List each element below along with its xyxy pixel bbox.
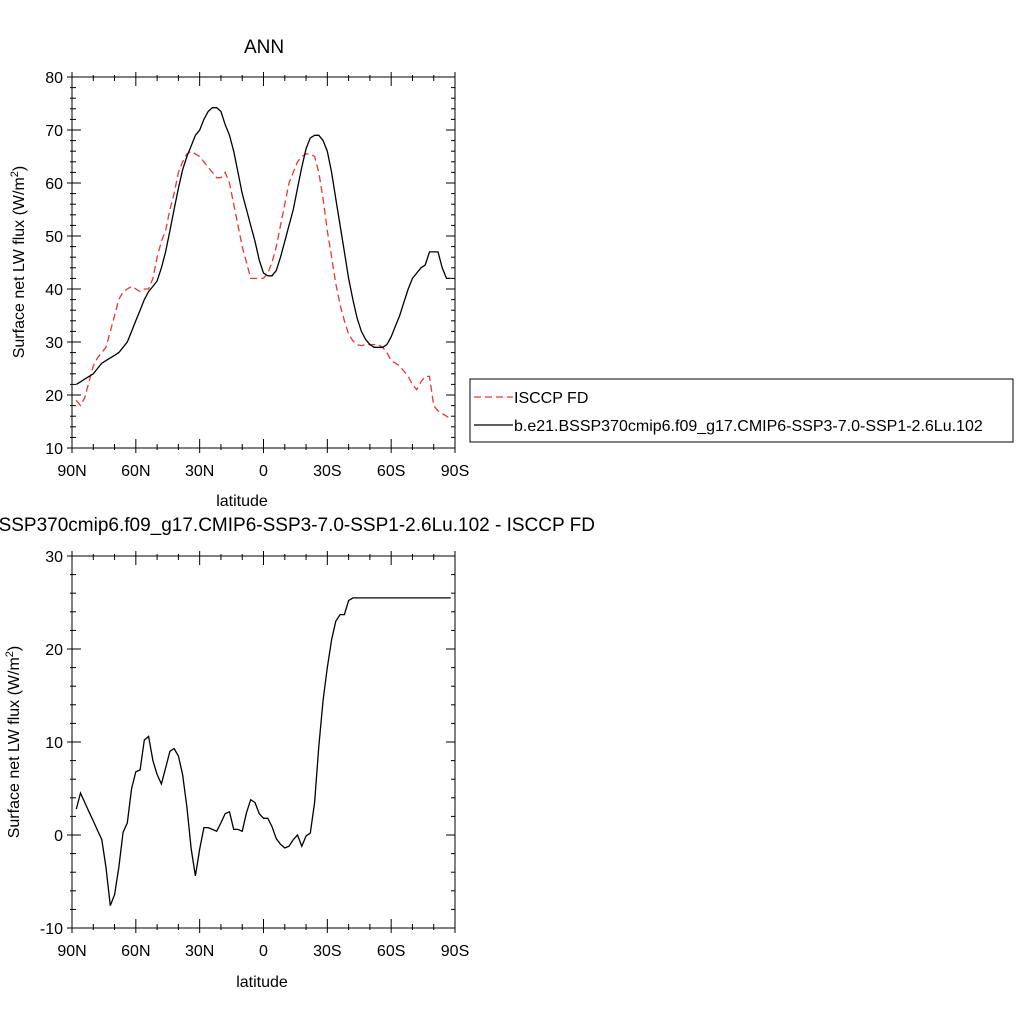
panel1-ylabel: Surface net LW flux (W/m2) — [9, 166, 28, 359]
y-tick-label: 40 — [45, 282, 63, 299]
y-tick-label: 30 — [45, 549, 63, 566]
x-tick-label: 90S — [441, 463, 469, 480]
panel2-ylabel: Surface net LW flux (W/m2) — [4, 646, 23, 839]
x-tick-label: 30N — [185, 463, 214, 480]
panel-annual-mean: ANN 10 20 30 40 50 60 70 80 90N 60N 30N 0 30S 60S 90S… — [9, 37, 469, 510]
x-tick-label: 90N — [57, 463, 86, 480]
y-tick-label: 0 — [54, 828, 63, 845]
panel2-y-ticks: -10 0 10 20 30 — [40, 549, 455, 938]
panel2-title: b.e21.BSSP370cmip6.f09_g17.CMIP6-SSP3-7.… — [0, 515, 595, 536]
x-tick-label: 0 — [259, 463, 268, 480]
series-line-model — [75, 107, 451, 385]
panel1-xlabel: latitude — [216, 493, 268, 510]
y-tick-label: 80 — [45, 70, 63, 87]
x-tick-label: 90S — [441, 943, 469, 960]
x-tick-label: 60S — [377, 943, 405, 960]
y-tick-label: 20 — [45, 642, 63, 659]
panel1-title: ANN — [244, 37, 284, 58]
panel1-series — [75, 107, 452, 420]
panel1-x-ticks: 90N 60N 30N 0 30S 60S 90S — [57, 72, 469, 480]
panel2-series — [75, 597, 451, 906]
x-tick-label: 60N — [121, 943, 150, 960]
legend: ISCCP FD b.e21.BSSP370cmip6.f09_g17.CMIP… — [469, 378, 1014, 443]
y-tick-label: 60 — [45, 176, 63, 193]
legend-box — [469, 378, 1014, 443]
legend-label-model: b.e21.BSSP370cmip6.f09_g17.CMIP6-SSP3-7.… — [514, 418, 983, 435]
y-tick-label: 10 — [45, 735, 63, 752]
panel2-xlabel: latitude — [236, 974, 288, 991]
x-tick-label: 30N — [185, 943, 214, 960]
legend-label-obs: ISCCP FD — [514, 390, 588, 407]
panel2-frame — [71, 555, 456, 929]
y-tick-label: -10 — [40, 921, 63, 938]
x-tick-label: 30S — [313, 463, 341, 480]
y-tick-label: 30 — [45, 335, 63, 352]
series-line-model — [75, 597, 451, 906]
x-tick-label: 60S — [377, 463, 405, 480]
x-tick-label: 60N — [121, 463, 150, 480]
panel2-x-ticks: 90N 60N 30N 0 30S 60S 90S — [57, 551, 469, 960]
panel1-y-ticks: 10 20 30 40 50 60 70 80 — [45, 70, 455, 458]
y-tick-label: 70 — [45, 123, 63, 140]
panel-difference: b.e21.BSSP370cmip6.f09_g17.CMIP6-SSP3-7.… — [0, 515, 595, 991]
x-tick-label: 30S — [313, 943, 341, 960]
y-tick-label: 20 — [45, 388, 63, 405]
panel1-frame — [71, 76, 456, 449]
y-tick-label: 10 — [45, 441, 63, 458]
series-line-obs — [75, 150, 452, 420]
x-tick-label: 90N — [57, 943, 86, 960]
x-tick-label: 0 — [259, 943, 268, 960]
y-tick-label: 50 — [45, 229, 63, 246]
